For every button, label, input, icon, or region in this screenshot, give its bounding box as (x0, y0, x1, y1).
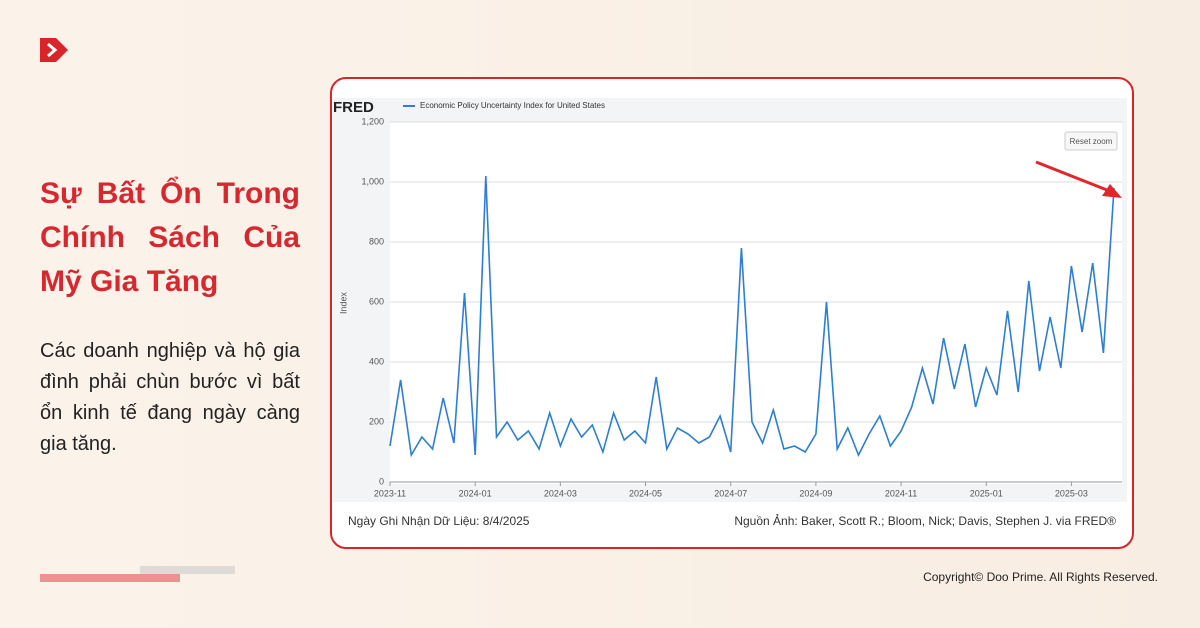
x-tick-label: 2024-11 (885, 488, 917, 498)
y-axis-label: Index (338, 291, 348, 314)
copyright: Copyright© Doo Prime. All Rights Reserve… (923, 570, 1158, 584)
headline: Sự Bất Ổn Trong Chính Sách Của Mỹ Gia Tă… (40, 177, 300, 298)
logo (40, 38, 68, 62)
y-tick-label: 600 (369, 296, 384, 306)
x-tick-label: 2024-05 (629, 488, 662, 498)
decor-stripes (40, 566, 235, 582)
y-tick-label: 800 (369, 236, 384, 246)
arrow (1035, 160, 1122, 198)
y-tick-label: 1,000 (361, 176, 384, 186)
x-tick-label: 2024-09 (799, 488, 832, 498)
y-tick-label: 200 (369, 416, 384, 426)
x-tick-label: 2023-11 (374, 488, 406, 498)
reset-zoom-label[interactable]: Reset zoom (1070, 137, 1113, 146)
reset-zoom-button[interactable] (1064, 131, 1118, 151)
y-tick-label: 400 (369, 356, 384, 366)
source-date: Ngày Ghi Nhận Dữ Liệu: 8/4/2025 (348, 514, 530, 528)
legend-label: Economic Policy Uncertainty Index for Un… (420, 101, 605, 110)
source-credit: Nguồn Ảnh: Baker, Scott R.; Bloom, Nick;… (734, 514, 1116, 528)
x-tick-label: 2025-01 (970, 488, 1003, 498)
fred-logo: FRED (333, 99, 374, 116)
x-tick-label: 2025-03 (1055, 488, 1088, 498)
x-tick-label: 2024-01 (459, 488, 492, 498)
x-tick-label: 2024-03 (544, 488, 577, 498)
chart: FRED Index Reset zoom 0 200 400 600 800 1,000… (333, 98, 1127, 502)
x-tick-label: 2024-07 (714, 488, 747, 498)
y-tick-label: 0 (379, 476, 384, 486)
body-text: Các doanh nghiệp và hộ gia đình phải chù… (40, 340, 300, 455)
line (389, 175, 1115, 458)
y-tick-label: 1,200 (361, 116, 384, 126)
